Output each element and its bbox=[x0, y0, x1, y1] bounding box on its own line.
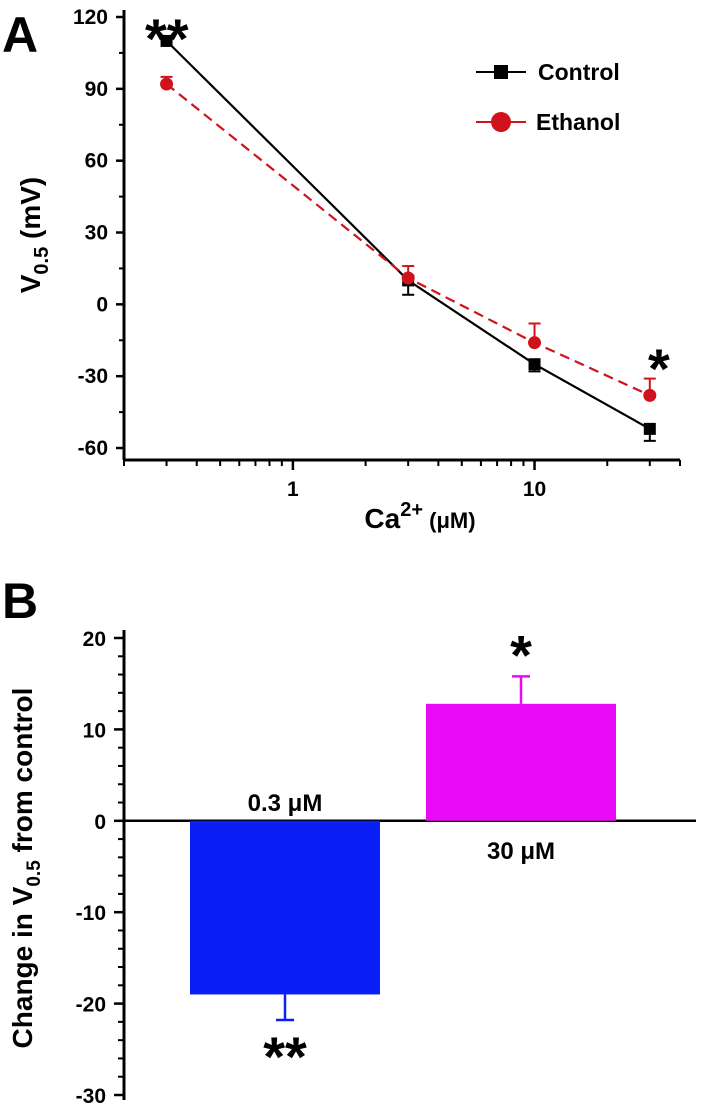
b-category-label: 0.3 μM bbox=[248, 790, 323, 817]
a-y-tick-label: -60 bbox=[78, 437, 108, 460]
b-y-tick-label: -20 bbox=[76, 994, 106, 1017]
a-point-ethanol bbox=[160, 77, 174, 91]
b-ylabel-main: Change in V bbox=[7, 886, 38, 1048]
b-y-tick-label: -30 bbox=[76, 1085, 106, 1108]
b-y-ticks: 20 10 0 -10 -20 -30 bbox=[76, 628, 124, 1108]
panel-b-axes: 20 10 0 -10 -20 -30 bbox=[76, 628, 696, 1108]
a-x-tick-label: 1 bbox=[287, 478, 299, 501]
b-bars-group: 0.3 μM ** 30 μM * bbox=[190, 623, 616, 1088]
a-y-tick-label: 60 bbox=[85, 150, 108, 173]
a-y-axis-title: V0.5 (mV) bbox=[15, 177, 53, 294]
a-x-tick-label: 10 bbox=[523, 478, 546, 501]
b-category-label: 30 μM bbox=[487, 838, 555, 865]
b-bar-1 bbox=[190, 820, 380, 995]
legend-ethanol-label: Ethanol bbox=[536, 109, 620, 135]
b-y-tick-label: 10 bbox=[83, 719, 106, 742]
a-ylabel-main: V bbox=[15, 274, 46, 293]
a-y-tick-label: 120 bbox=[73, 6, 108, 29]
a-ylabel-unit: (mV) bbox=[15, 177, 46, 247]
a-series-line-control bbox=[165, 40, 651, 430]
b-ylabel-sub: 0.5 bbox=[24, 860, 45, 887]
legend-control-marker bbox=[494, 65, 508, 79]
a-y-tick-label: 90 bbox=[85, 78, 108, 101]
b-y-tick-label: 0 bbox=[94, 811, 106, 834]
b-annotation-star: ** bbox=[263, 1025, 307, 1088]
a-ylabel-sub: 0.5 bbox=[31, 247, 53, 275]
a-series-group bbox=[160, 34, 657, 442]
a-xlabel-unit: (μM) bbox=[423, 508, 476, 533]
b-y-axis-title: Change in V0.5 from control bbox=[7, 688, 45, 1049]
panel-b: B 20 10 0 -10 -20 -30 Change in V0.5 from con… bbox=[2, 573, 696, 1108]
b-y-tick-label: -10 bbox=[76, 902, 106, 925]
b-ylabel-rest: from control bbox=[7, 688, 38, 861]
a-point-ethanol bbox=[528, 336, 542, 350]
panel-a-axes: 120 90 60 30 0 -30 -60 1 10 bbox=[73, 6, 681, 501]
a-point-control bbox=[528, 358, 541, 371]
legend-control-label: Control bbox=[538, 59, 620, 85]
a-x-axis-title: Ca2+ (μM) bbox=[364, 499, 475, 534]
a-annotation-star: * bbox=[648, 337, 670, 400]
a-y-tick-label: 0 bbox=[96, 293, 108, 316]
a-point-ethanol bbox=[643, 388, 657, 402]
a-annotation-double-star: ** bbox=[145, 7, 189, 70]
a-legend: Control Ethanol bbox=[476, 59, 620, 135]
a-point-ethanol bbox=[401, 271, 415, 285]
b-bar-2 bbox=[426, 703, 616, 821]
a-x-ticks: 1 10 bbox=[123, 460, 681, 501]
a-series-line-ethanol bbox=[165, 83, 651, 397]
panel-a-letter: A bbox=[2, 7, 38, 63]
panel-a: A 120 90 60 30 0 -30 -60 1 10 V0.5 (mV) Ca2+ (μ… bbox=[2, 6, 681, 534]
a-y-tick-label: -30 bbox=[78, 365, 108, 388]
legend-ethanol-marker bbox=[491, 112, 511, 132]
b-annotation-star: * bbox=[510, 623, 532, 686]
panel-b-letter: B bbox=[2, 573, 38, 629]
a-point-control bbox=[160, 34, 173, 47]
a-xlabel-main: Ca bbox=[364, 503, 400, 534]
a-point-control bbox=[643, 422, 656, 435]
b-y-tick-label: 20 bbox=[83, 628, 106, 651]
a-y-ticks: 120 90 60 30 0 -30 -60 bbox=[73, 6, 124, 460]
a-y-tick-label: 30 bbox=[85, 222, 108, 245]
a-xlabel-sup: 2+ bbox=[400, 499, 423, 521]
